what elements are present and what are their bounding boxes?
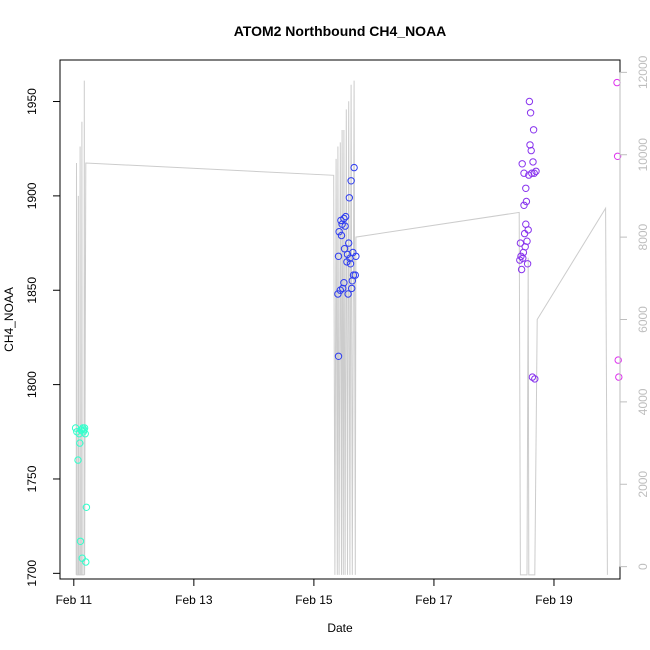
- data-point: [519, 254, 527, 262]
- x-tick-label: Feb 13: [175, 593, 213, 607]
- data-point: [334, 252, 343, 260]
- y2-tick-label: 6000: [636, 306, 650, 333]
- data-point: [76, 439, 84, 447]
- data-point: [345, 194, 353, 202]
- data-point: [528, 373, 537, 381]
- y2-axis: 0 2000 4000 6000 8000 10000 12000: [619, 55, 650, 570]
- data-point: [340, 279, 348, 287]
- x-tick-label: Feb 11: [56, 593, 93, 607]
- data-point: [526, 109, 535, 117]
- data-point: [344, 290, 352, 298]
- data-point: [520, 201, 528, 210]
- data-point: [347, 177, 355, 185]
- data-points-layer: [71, 78, 623, 566]
- data-point: [522, 197, 531, 206]
- data-point: [530, 169, 538, 177]
- data-point: [613, 152, 622, 161]
- data-point: [346, 260, 355, 268]
- y-axis-label: CH4_NOAA: [2, 287, 16, 352]
- y-tick-label: 1900: [25, 182, 39, 209]
- data-point: [528, 169, 536, 177]
- data-point: [76, 537, 85, 545]
- data-point: [82, 558, 90, 566]
- y2-tick-label: 8000: [636, 223, 650, 250]
- data-point: [340, 214, 348, 223]
- y2-tick-label: 0: [636, 563, 650, 570]
- data-point: [531, 375, 539, 383]
- data-point: [345, 239, 353, 247]
- data-point: [82, 503, 91, 511]
- data-point: [340, 245, 349, 253]
- y2-tick-label: 4000: [636, 388, 650, 415]
- altitude-line-layer: [75, 80, 608, 576]
- data-point: [350, 163, 358, 172]
- altitude-line: [75, 80, 608, 576]
- data-point: [523, 260, 532, 268]
- data-point: [527, 146, 535, 155]
- y2-tick-label: 12000: [636, 55, 650, 89]
- data-point: [529, 158, 537, 166]
- data-point: [339, 284, 347, 293]
- data-point: [525, 97, 534, 106]
- y-tick-label: 1750: [25, 465, 39, 492]
- data-point: [615, 373, 623, 381]
- x-tick-label: Feb 19: [535, 593, 573, 607]
- chart-title: ATOM2 Northbound CH4_NOAA: [234, 23, 447, 39]
- data-point: [335, 228, 343, 236]
- data-point: [532, 167, 540, 176]
- y-axis: 1700 1750 1800 1850 1900 1950: [25, 88, 61, 587]
- data-point: [516, 239, 525, 247]
- data-point: [334, 290, 342, 298]
- data-point: [74, 456, 82, 464]
- x-axis: Feb 11 Feb 13 Feb 15 Feb 17 Feb 19: [56, 578, 573, 607]
- data-point: [334, 352, 343, 360]
- y-tick-label: 1700: [25, 560, 39, 587]
- x-axis-label: Date: [327, 621, 353, 635]
- data-point: [523, 237, 531, 245]
- y-tick-label: 1850: [25, 277, 39, 304]
- x-tick-label: Feb 15: [295, 593, 333, 607]
- data-point: [342, 212, 350, 221]
- y-tick-label: 1950: [25, 88, 39, 115]
- data-point: [526, 141, 534, 149]
- data-point: [614, 356, 622, 364]
- data-point: [336, 286, 344, 294]
- data-point: [517, 252, 525, 260]
- data-point: [352, 252, 360, 260]
- data-point: [520, 169, 528, 177]
- y2-tick-label: 10000: [636, 138, 650, 172]
- y2-tick-label: 2000: [636, 471, 650, 498]
- data-point: [529, 126, 538, 134]
- data-point: [524, 226, 532, 234]
- data-point: [351, 271, 359, 279]
- data-point: [348, 284, 356, 293]
- data-point: [341, 222, 349, 230]
- data-point: [522, 184, 530, 193]
- data-point: [81, 430, 89, 438]
- x-tick-label: Feb 17: [415, 593, 453, 607]
- data-point: [80, 424, 89, 432]
- y-tick-label: 1800: [25, 371, 39, 398]
- data-point: [517, 265, 526, 274]
- data-point: [518, 160, 526, 168]
- data-point: [348, 277, 356, 285]
- data-point: [337, 231, 346, 240]
